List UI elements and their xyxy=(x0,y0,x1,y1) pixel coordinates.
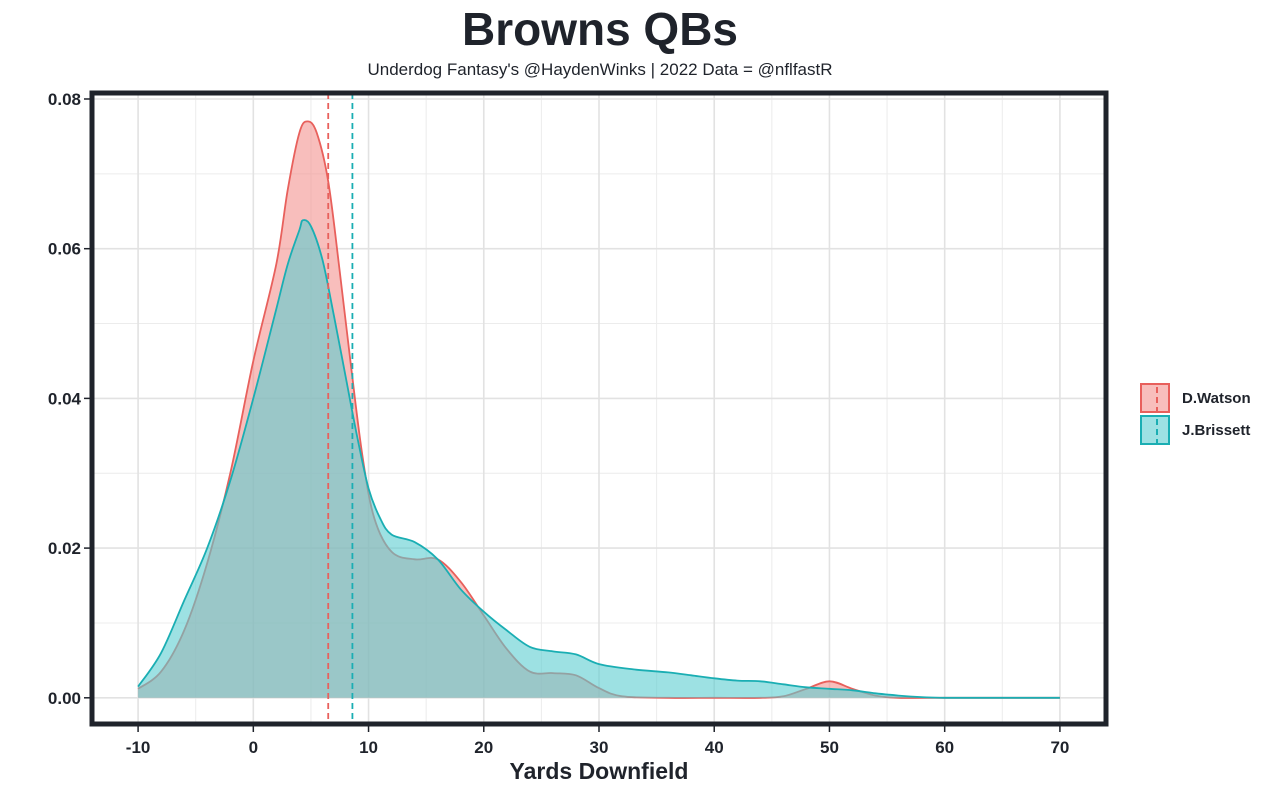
x-tick-label: -10 xyxy=(126,738,151,757)
x-tick-label: 0 xyxy=(249,738,258,757)
x-tick-label: 70 xyxy=(1050,738,1069,757)
legend-label-d-watson: D.Watson xyxy=(1182,389,1251,407)
x-tick-label: 60 xyxy=(935,738,954,757)
chart-title: Browns QBs xyxy=(461,3,739,55)
legend-item-j-brissett: J.Brissett xyxy=(1140,414,1251,446)
chart-subtitle: Underdog Fantasy's @HaydenWinks | 2022 D… xyxy=(367,60,833,79)
y-tick-label: 0.04 xyxy=(48,389,82,408)
legend-item-d-watson: D.Watson xyxy=(1140,382,1251,414)
legend-label-j-brissett: J.Brissett xyxy=(1182,421,1251,439)
x-tick-label: 50 xyxy=(820,738,839,757)
x-tick-label: 10 xyxy=(359,738,378,757)
legend-key-d-watson xyxy=(1140,383,1170,413)
density-curve-d-watson xyxy=(137,120,1060,699)
y-tick-label: 0.06 xyxy=(48,240,81,259)
y-tick-label: 0.08 xyxy=(48,90,81,109)
mean-lines xyxy=(327,93,354,724)
y-tick-label: 0.02 xyxy=(48,539,81,558)
x-tick-label: 40 xyxy=(705,738,724,757)
x-tick-label: 20 xyxy=(474,738,493,757)
legend-key-j-brissett xyxy=(1140,415,1170,445)
x-tick-label: 30 xyxy=(590,738,609,757)
x-axis-label: Yards Downfield xyxy=(509,758,689,784)
legend: D.Watson J.Brissett xyxy=(1140,382,1251,446)
density-areas xyxy=(137,120,1060,699)
density-curve-j-brissett xyxy=(137,219,1060,699)
y-tick-label: 0.00 xyxy=(48,689,81,708)
density-fill-j-brissett xyxy=(138,219,1060,698)
panel-border xyxy=(89,90,1109,727)
axis-ticks: -10 0 10 20 30 40 50 60 70 0.00 0.02 0.04 0.06 0.08 xyxy=(48,90,1069,757)
